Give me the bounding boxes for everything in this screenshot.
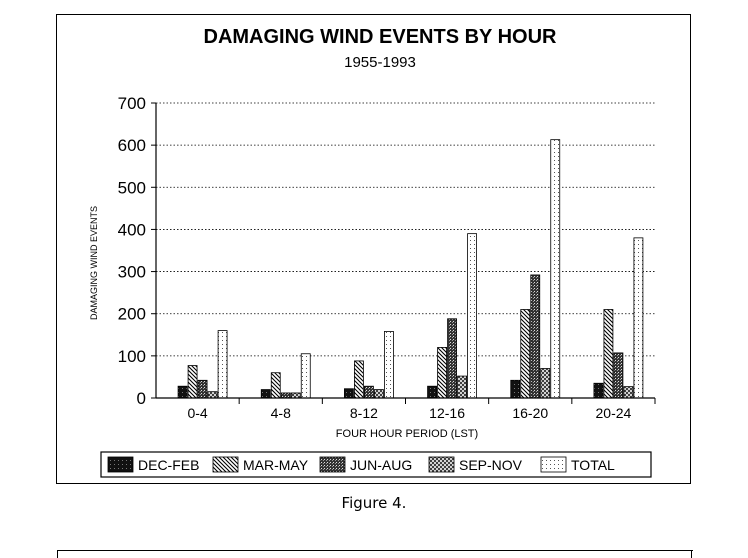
y-tick-label: 300 bbox=[118, 263, 146, 282]
gridlines bbox=[151, 102, 655, 399]
bar-mar-may-8-12 bbox=[354, 360, 364, 399]
x-tick-label: 4-8 bbox=[271, 405, 291, 421]
y-tick-labels: 0 100 200 300 400 500 600 700 bbox=[118, 94, 146, 408]
bar-dec-feb-16-20 bbox=[510, 379, 521, 399]
y-tick-label: 500 bbox=[118, 178, 146, 197]
bar-total-4-8 bbox=[300, 353, 311, 399]
axes bbox=[155, 103, 656, 404]
bar-jun-aug-16-20 bbox=[530, 274, 541, 399]
bar-jun-aug-4-8 bbox=[280, 392, 291, 399]
figure-caption: Figure 4. bbox=[341, 494, 407, 512]
bar-jun-aug-20-24 bbox=[613, 352, 624, 399]
bottom-rule bbox=[57, 550, 693, 551]
x-tick-label: 0-4 bbox=[187, 405, 207, 421]
bars bbox=[177, 139, 644, 399]
x-tick-label: 16-20 bbox=[512, 405, 548, 421]
bottom-rule-start bbox=[57, 550, 58, 558]
bar-sep-nov-12-16 bbox=[457, 375, 467, 399]
bar-sep-nov-8-12 bbox=[374, 389, 384, 399]
bottom-rule-end bbox=[691, 550, 692, 558]
y-tick-label: 700 bbox=[118, 94, 146, 113]
x-tick-label: 8-12 bbox=[350, 405, 378, 421]
y-tick-label: 400 bbox=[118, 220, 146, 239]
bar-sep-nov-0-4 bbox=[207, 391, 218, 399]
bar-total-16-20 bbox=[550, 139, 561, 399]
legend-swatch bbox=[428, 456, 455, 473]
bar-dec-feb-8-12 bbox=[344, 388, 354, 399]
legend-swatch bbox=[319, 456, 346, 473]
legend-label: JUN-AUG bbox=[350, 457, 412, 473]
x-tick-label: 20-24 bbox=[596, 405, 632, 421]
y-axis-label: DAMAGING WIND EVENTS bbox=[89, 206, 99, 320]
legend-label: DEC-FEB bbox=[138, 457, 199, 473]
y-tick-label: 200 bbox=[118, 305, 146, 324]
legend-swatch bbox=[107, 456, 134, 473]
bar-total-8-12 bbox=[384, 331, 394, 399]
bar-total-12-16 bbox=[467, 233, 477, 399]
bar-jun-aug-0-4 bbox=[197, 379, 208, 399]
chart-subtitle: 1955-1993 bbox=[344, 54, 416, 71]
bar-chart: DAMAGING WIND EVENTS BY HOUR 1955-1993 D… bbox=[89, 26, 656, 478]
bar-total-20-24 bbox=[633, 237, 644, 399]
y-tick-label: 100 bbox=[118, 347, 146, 366]
y-tick-label: 600 bbox=[118, 136, 146, 155]
bar-dec-feb-4-8 bbox=[260, 389, 271, 399]
legend-swatch bbox=[212, 456, 239, 473]
bar-sep-nov-16-20 bbox=[540, 368, 551, 399]
x-axis-label: FOUR HOUR PERIOD (LST) bbox=[336, 428, 478, 440]
x-tick-labels: 0-4 4-8 8-12 12-16 16-20 20-24 bbox=[187, 405, 631, 421]
legend-label: TOTAL bbox=[571, 457, 615, 473]
y-tick-label: 0 bbox=[137, 389, 146, 408]
bar-mar-may-16-20 bbox=[520, 309, 531, 399]
bar-dec-feb-12-16 bbox=[427, 385, 437, 399]
bar-dec-feb-0-4 bbox=[177, 385, 188, 399]
bar-total-0-4 bbox=[217, 330, 228, 399]
legend-label: SEP-NOV bbox=[459, 457, 523, 473]
legend: DEC-FEB MAR-MAY JUN-AUG SEP-NOV TOTAL bbox=[100, 451, 652, 478]
bar-mar-may-0-4 bbox=[187, 365, 198, 399]
bar-mar-may-20-24 bbox=[603, 309, 614, 399]
bar-sep-nov-20-24 bbox=[623, 386, 634, 399]
bar-mar-may-4-8 bbox=[270, 372, 281, 399]
legend-items: DEC-FEB MAR-MAY JUN-AUG SEP-NOV TOTAL bbox=[107, 456, 615, 473]
chart-frame: DAMAGING WIND EVENTS BY HOUR 1955-1993 D… bbox=[56, 14, 691, 484]
legend-swatch bbox=[540, 456, 567, 473]
bar-sep-nov-4-8 bbox=[290, 392, 301, 399]
x-tick-label: 12-16 bbox=[429, 405, 465, 421]
legend-label: MAR-MAY bbox=[243, 457, 309, 473]
bar-dec-feb-20-24 bbox=[593, 382, 604, 399]
bar-mar-may-12-16 bbox=[437, 347, 447, 399]
bar-jun-aug-12-16 bbox=[447, 318, 457, 399]
chart-title: DAMAGING WIND EVENTS BY HOUR bbox=[204, 26, 558, 48]
bar-jun-aug-8-12 bbox=[364, 385, 374, 399]
